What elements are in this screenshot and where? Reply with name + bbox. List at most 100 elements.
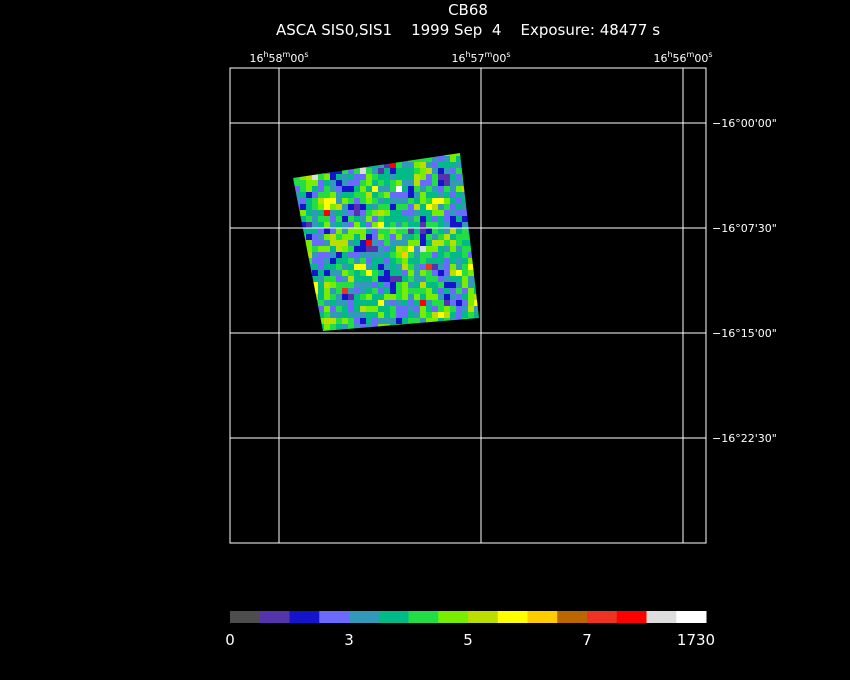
image-pixel: [324, 192, 330, 198]
image-pixel: [324, 252, 330, 258]
image-pixel: [336, 216, 342, 222]
image-pixel: [426, 276, 432, 282]
image-pixel: [408, 168, 414, 174]
subtitle: ASCA SIS0,SIS1 1999 Sep 4 Exposure: 4847…: [276, 21, 660, 39]
image-pixel: [450, 258, 456, 264]
image-pixel: [360, 198, 366, 204]
image-pixel: [324, 246, 330, 252]
image-pixel: [372, 294, 378, 300]
image-pixel: [378, 306, 384, 312]
image-pixel: [396, 216, 402, 222]
image-pixel: [360, 282, 366, 288]
image-pixel: [462, 264, 468, 270]
image-pixel: [456, 246, 462, 252]
image-pixel: [432, 192, 438, 198]
image-pixel: [426, 180, 432, 186]
image-pixel: [354, 270, 360, 276]
image-pixel: [342, 228, 348, 234]
image-pixel: [438, 180, 444, 186]
image-pixel: [348, 252, 354, 258]
image-pixel: [348, 300, 354, 306]
colorbar-label: 1730: [677, 631, 715, 649]
image-pixel: [432, 306, 438, 312]
image-pixel: [396, 240, 402, 246]
image-pixel: [462, 294, 468, 300]
image-pixel: [390, 204, 396, 210]
image-pixel: [396, 288, 402, 294]
colorbar-label: 3: [344, 631, 354, 649]
image-pixel: [420, 210, 426, 216]
image-pixel: [354, 240, 360, 246]
image-pixel: [354, 324, 360, 330]
image-pixel: [318, 300, 324, 306]
image-pixel: [366, 240, 372, 246]
image-pixel: [360, 294, 366, 300]
image-pixel: [330, 312, 336, 318]
image-pixel: [438, 228, 444, 234]
ra-value: 00: [492, 52, 506, 65]
ra-unit: m: [485, 50, 493, 59]
image-pixel: [408, 186, 414, 192]
image-pixel: [432, 180, 438, 186]
image-pixel: [450, 210, 456, 216]
image-pixel: [450, 168, 456, 174]
image-pixel: [354, 294, 360, 300]
image-pixel: [414, 222, 420, 228]
image-pixel: [324, 210, 330, 216]
image-pixel: [366, 264, 372, 270]
image-pixel: [420, 240, 426, 246]
image-pixel: [402, 174, 408, 180]
image-pixel: [438, 216, 444, 222]
image-pixel: [414, 318, 420, 324]
image-pixel: [396, 234, 402, 240]
image-pixel: [342, 204, 348, 210]
image-pixel: [474, 306, 479, 312]
image-pixel: [456, 156, 462, 162]
image-pixel: [462, 270, 468, 276]
image-pixel: [306, 240, 312, 246]
image-pixel: [390, 192, 396, 198]
image-pixel: [318, 252, 324, 258]
image-pixel: [450, 180, 456, 186]
image-pixel: [450, 252, 456, 258]
image-pixel: [330, 240, 336, 246]
image-pixel: [396, 162, 402, 168]
image-pixel: [438, 174, 444, 180]
image-pixel: [414, 270, 420, 276]
image-pixel: [384, 180, 390, 186]
image-pixel: [384, 192, 390, 198]
image-pixel: [450, 276, 456, 282]
image-pixel: [456, 240, 462, 246]
image-pixel: [420, 198, 426, 204]
colorbar-segment: [497, 611, 528, 623]
image-pixel: [420, 306, 426, 312]
image-pixel: [432, 264, 438, 270]
image-pixel: [354, 300, 360, 306]
dec-label: −16°00'00": [712, 117, 777, 130]
image-pixel: [312, 246, 318, 252]
image-pixel: [432, 246, 438, 252]
image-pixel: [384, 210, 390, 216]
image-pixel: [354, 306, 360, 312]
image-pixel: [360, 174, 366, 180]
image-pixel: [414, 162, 420, 168]
image-pixel: [336, 264, 342, 270]
image-pixel: [354, 318, 360, 324]
image-pixel: [378, 162, 384, 168]
image-pixel: [336, 282, 342, 288]
image-pixel: [366, 270, 372, 276]
image-pixel: [396, 186, 402, 192]
image-pixel: [426, 300, 432, 306]
image-pixel: [378, 270, 384, 276]
image-pixel: [450, 282, 456, 288]
image-pixel: [336, 276, 342, 282]
image-pixel: [366, 312, 372, 318]
colorbar-segment: [259, 611, 290, 623]
image-pixel: [384, 234, 390, 240]
image-pixel: [318, 282, 324, 288]
image-pixel: [432, 240, 438, 246]
image-pixel: [372, 216, 378, 222]
image-pixel: [318, 180, 324, 186]
image-pixel: [372, 312, 378, 318]
